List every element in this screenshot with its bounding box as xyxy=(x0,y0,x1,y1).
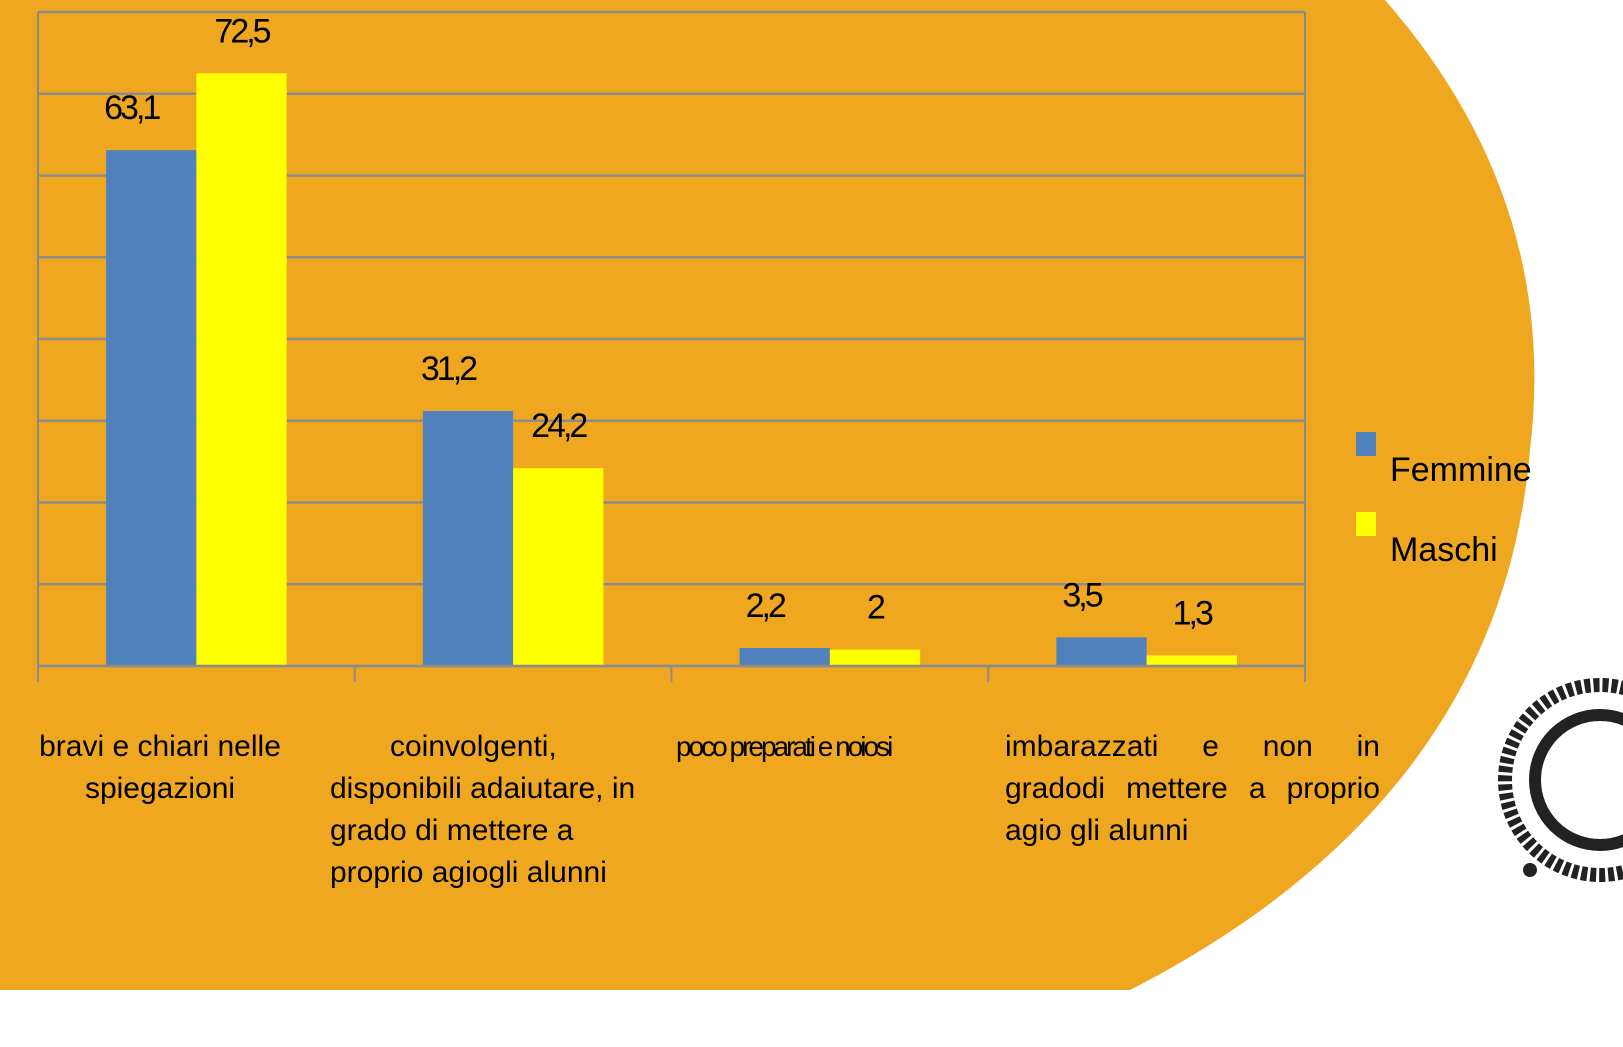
bar xyxy=(513,468,603,666)
value-label: 63,1 xyxy=(104,89,160,127)
value-label: 1,3 xyxy=(1173,594,1213,632)
bar xyxy=(106,150,196,666)
bar xyxy=(740,648,830,666)
value-label: 72,5 xyxy=(214,12,270,50)
x-tick-label: bravi e chiari nelle spiegazioni xyxy=(10,726,310,810)
value-label: 31,2 xyxy=(421,350,477,388)
x-tick-label: imbarazzati e non in gradodi mettere a p… xyxy=(1005,726,1380,852)
x-tick-label: coinvolgenti, disponibili adaiutare, in … xyxy=(330,726,650,894)
bar xyxy=(196,73,286,666)
legend-label: Femmine xyxy=(1390,451,1532,489)
value-label: 2,2 xyxy=(746,587,786,625)
legend-swatch xyxy=(1356,432,1376,456)
value-label: 24,2 xyxy=(531,407,587,445)
logo xyxy=(1505,685,1623,877)
value-label: 2 xyxy=(867,589,885,627)
bar xyxy=(1147,655,1237,666)
bar xyxy=(830,650,920,666)
bar xyxy=(423,411,513,666)
x-tick-label: poco preparati e noiosi xyxy=(676,726,996,768)
legend-label: Maschi xyxy=(1390,531,1498,569)
value-label: 3,5 xyxy=(1062,576,1102,614)
page: 63,131,22,23,5Femmine72,524,221,3Maschi … xyxy=(0,0,1623,1047)
chart: 63,1 31,2 2,2 3,5 Femmine 72,5 24,2 2 1,3 Maschi xyxy=(0,0,1623,1047)
bar xyxy=(1056,637,1146,666)
legend-swatch xyxy=(1356,512,1376,536)
